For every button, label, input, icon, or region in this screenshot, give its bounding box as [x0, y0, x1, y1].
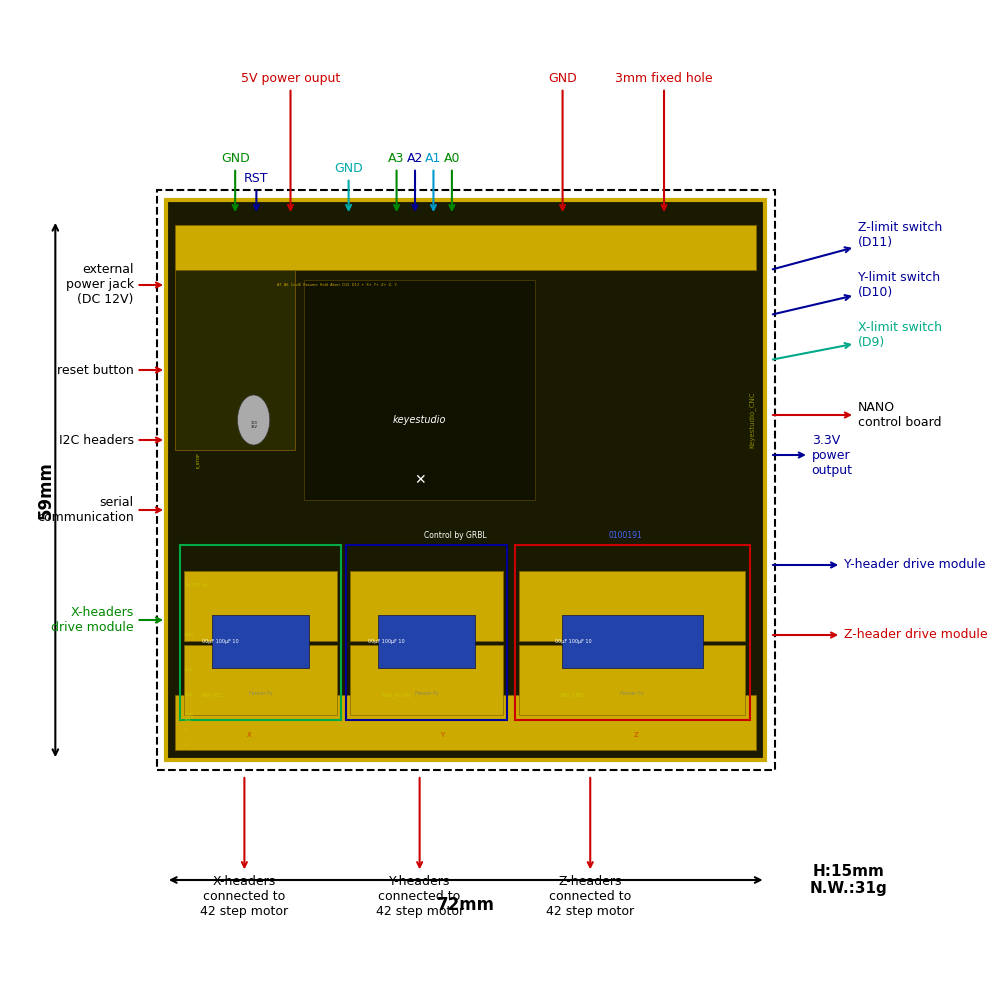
Text: A2: A2	[407, 152, 423, 210]
Bar	[378, 615, 475, 668]
Bar	[562, 615, 703, 668]
Bar	[519, 571, 745, 641]
Text: 3V3: 3V3	[712, 577, 726, 583]
Text: 59mm: 59mm	[37, 461, 55, 519]
Bar	[515, 545, 750, 720]
Text: Fencer Fu: Fencer Fu	[415, 691, 438, 696]
Bar	[157, 190, 775, 770]
Text: Fencer Fu: Fencer Fu	[620, 691, 644, 696]
Text: Z-header drive module: Z-header drive module	[773, 629, 987, 642]
Text: Y: Y	[441, 732, 445, 738]
Text: X: X	[184, 743, 187, 747]
Text: X-limit switch
(D9): X-limit switch (D9)	[773, 321, 942, 359]
Text: reset button: reset button	[57, 363, 161, 376]
Text: external
power jack
(DC 12V): external power jack (DC 12V)	[66, 263, 161, 306]
Bar	[212, 615, 309, 668]
Text: Z-headers
connected to
42 step motor: Z-headers connected to 42 step motor	[546, 778, 634, 918]
Text: GND: GND	[711, 617, 727, 623]
Text: Max_In 24V: Max_In 24V	[382, 692, 411, 698]
Bar	[180, 545, 341, 720]
Text: Y-limit switch
(D10): Y-limit switch (D10)	[773, 271, 940, 314]
Text: GND: GND	[184, 633, 193, 637]
Text: GND: GND	[184, 713, 193, 717]
Text: 00μF 100μF 10: 00μF 100μF 10	[368, 639, 405, 644]
Text: A1: A1	[425, 152, 442, 210]
Text: Control by GRBL: Control by GRBL	[424, 530, 487, 540]
Bar	[175, 695, 756, 750]
Text: Pot_VOT_Sp: Pot_VOT_Sp	[184, 583, 208, 587]
Text: SCL: SCL	[184, 718, 192, 722]
Text: NANO
control board: NANO control board	[773, 401, 941, 429]
Text: A0: A0	[444, 152, 460, 210]
Text: GND: GND	[548, 72, 577, 210]
Text: E_STOP: E_STOP	[196, 452, 200, 468]
Text: Fencer Fu: Fencer Fu	[249, 691, 272, 696]
Text: A7  A6  CoolE  Resume  Hold  Abort  D12  D13  +  X+  Y+  Z+  Z-  Y-: A7 A6 CoolE Resume Hold Abort D12 D13 + …	[277, 283, 397, 287]
Text: Z: Z	[634, 732, 639, 738]
Text: A3: A3	[388, 152, 405, 210]
Text: SDA: SDA	[184, 693, 192, 697]
Text: 72mm: 72mm	[437, 896, 495, 914]
Text: 00μF 100μF 10: 00μF 100μF 10	[555, 639, 592, 644]
Text: RST: RST	[244, 172, 269, 210]
Bar	[175, 225, 756, 270]
Text: Z-limit switch
(D11): Z-limit switch (D11)	[773, 221, 942, 269]
Text: X: X	[247, 732, 251, 738]
Text: H:15mm
N.W.:31g: H:15mm N.W.:31g	[810, 864, 887, 896]
Text: 3.3V
power
output: 3.3V power output	[773, 434, 853, 477]
Text: 5V power ouput: 5V power ouput	[241, 72, 340, 210]
Text: I2C headers: I2C headers	[59, 434, 161, 446]
Text: Y-headers
connected to
42 step motor: Y-headers connected to 42 step motor	[376, 778, 464, 918]
Bar	[166, 200, 765, 760]
Bar	[350, 571, 503, 641]
Bar	[175, 270, 295, 450]
Bar	[184, 571, 337, 641]
Text: Keyestudio_CNC: Keyestudio_CNC	[748, 392, 755, 448]
Bar	[184, 645, 337, 715]
Text: X-headers
drive module: X-headers drive module	[51, 606, 161, 634]
Text: GND: GND	[221, 152, 250, 210]
Text: Mot_GND: Mot_GND	[560, 692, 583, 698]
Text: 0100191: 0100191	[609, 530, 642, 540]
Bar	[346, 545, 507, 720]
Text: 4+V: 4+V	[184, 668, 193, 672]
Text: Mot_VCC: Mot_VCC	[201, 692, 223, 698]
Text: GND: GND	[334, 162, 363, 210]
Text: 00μF 100μF 10: 00μF 100μF 10	[202, 639, 238, 644]
Bar	[519, 645, 745, 715]
Text: 100
35V: 100 35V	[250, 421, 257, 429]
Text: X-headers
connected to
42 step motor: X-headers connected to 42 step motor	[200, 778, 288, 918]
Text: Y: Y	[184, 728, 187, 732]
Text: Y-header drive module: Y-header drive module	[773, 558, 985, 571]
Bar	[304, 280, 535, 500]
Text: serial
communication: serial communication	[37, 496, 161, 524]
Text: ✕: ✕	[414, 473, 425, 487]
Ellipse shape	[237, 395, 270, 445]
Text: keyestudio: keyestudio	[393, 415, 446, 425]
Text: 3mm fixed hole: 3mm fixed hole	[615, 72, 713, 210]
Bar	[350, 645, 503, 715]
